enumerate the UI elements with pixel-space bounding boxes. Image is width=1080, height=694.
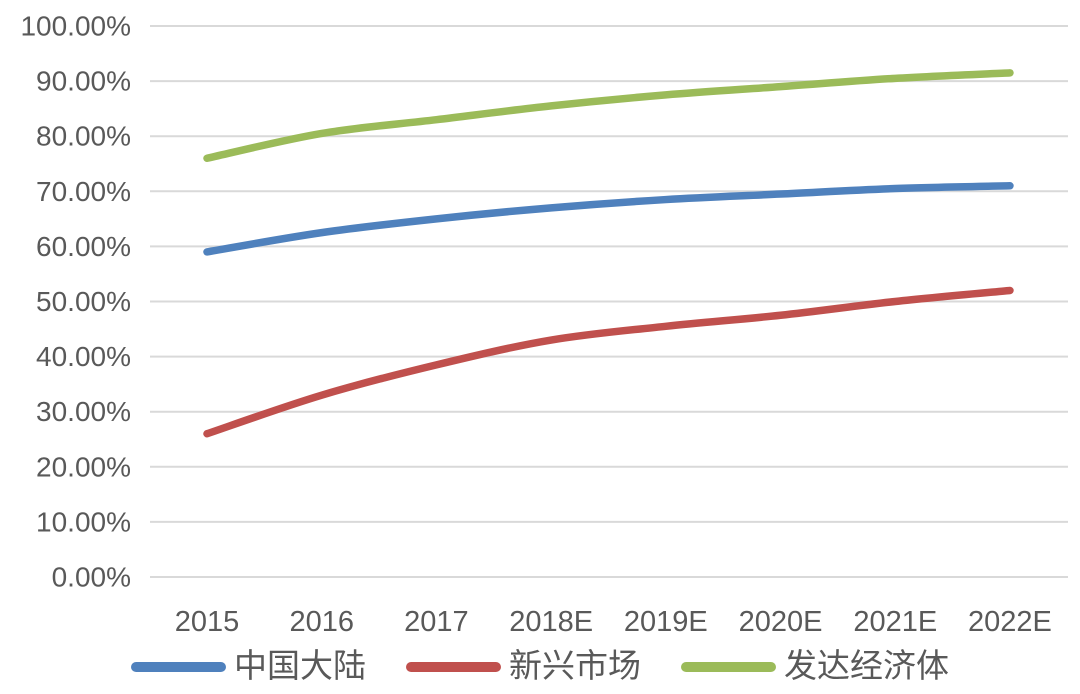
line-chart-plot: 100.00% 90.00% 80.00% 70.00% 60.00% 50.00% 40.… xyxy=(20,11,1068,638)
x-axis-tick-label: 2015 xyxy=(175,606,240,638)
legend-item-china-mainland: 中国大陆 xyxy=(131,648,366,685)
x-axis-tick-label: 2021E xyxy=(853,606,937,638)
legend-swatch-emerging-markets xyxy=(406,662,501,672)
y-axis-tick-label: 0.00% xyxy=(52,562,131,593)
x-axis-tick-label: 2018E xyxy=(509,606,593,638)
legend-swatch-developed-economies xyxy=(681,662,776,672)
y-axis-tick-label: 100.00% xyxy=(20,11,131,42)
y-axis-tick-label: 50.00% xyxy=(36,286,131,317)
y-axis-tick-label: 80.00% xyxy=(36,121,131,152)
series-line-emerging-markets xyxy=(203,286,1014,438)
legend-swatch-china-mainland xyxy=(131,662,226,672)
y-axis-tick-label: 20.00% xyxy=(36,451,131,482)
y-axis-tick-label: 30.00% xyxy=(36,396,131,427)
y-axis-tick-label: 90.00% xyxy=(36,66,131,97)
y-axis-tick-label: 40.00% xyxy=(36,341,131,372)
y-axis-tick-label: 10.00% xyxy=(36,506,131,537)
legend-item-developed-economies: 发达经济体 xyxy=(681,648,949,685)
series-line-china-mainland xyxy=(203,182,1014,256)
x-axis-tick-label: 2022E xyxy=(968,606,1052,638)
x-axis-tick-label: 2020E xyxy=(739,606,823,638)
series-line-developed-economies xyxy=(203,69,1014,162)
legend-item-emerging-markets: 新兴市场 xyxy=(406,648,641,685)
legend-label-emerging-markets: 新兴市场 xyxy=(509,648,641,685)
legend-label-china-mainland: 中国大陆 xyxy=(234,648,366,685)
x-axis-tick-label: 2017 xyxy=(404,606,469,638)
x-axis-tick-label: 2019E xyxy=(624,606,708,638)
y-axis-tick-label: 70.00% xyxy=(36,176,131,207)
chart-legend: 中国大陆 新兴市场 发达经济体 xyxy=(0,646,1080,688)
legend-label-developed-economies: 发达经济体 xyxy=(784,648,949,685)
y-axis-tick-label: 60.00% xyxy=(36,231,131,262)
x-axis-tick-label: 2016 xyxy=(289,606,354,638)
